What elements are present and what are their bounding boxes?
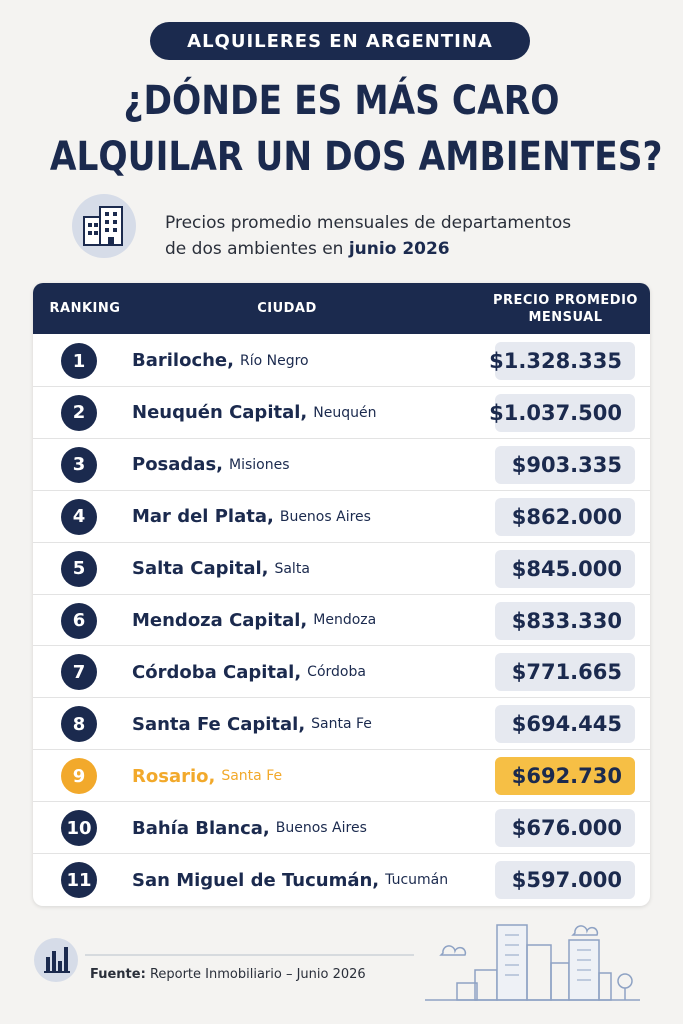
city-name: Posadas, bbox=[132, 454, 224, 476]
province-name: Río Negro bbox=[239, 352, 309, 369]
city-name: Bariloche, bbox=[132, 350, 234, 372]
price-cell: $1.037.500 bbox=[489, 393, 635, 432]
subtitle-line: Precios promedio mensuales de departamen… bbox=[165, 213, 572, 233]
rank-badge: 5 bbox=[61, 550, 97, 587]
price-cell: $833.330 bbox=[495, 601, 635, 640]
province-name: Neuquén bbox=[313, 404, 377, 421]
table-row: 11 San Miguel de Tucumán, Tucumán $597.000 bbox=[33, 854, 650, 906]
price-cell: $692.730 bbox=[495, 757, 635, 796]
column-header: RANKING bbox=[49, 301, 121, 316]
table-row: 2 Neuquén Capital, Neuquén $1.037.500 bbox=[33, 387, 650, 439]
city-cell: Mendoza Capital, Mendoza bbox=[132, 595, 376, 647]
province-name: Santa Fe bbox=[311, 716, 372, 733]
table-row: 8 Santa Fe Capital, Santa Fe $694.445 bbox=[33, 698, 650, 751]
column-header: CIUDAD bbox=[257, 301, 317, 316]
city-name: Mendoza Capital, bbox=[132, 609, 308, 631]
table-row: 5 Salta Capital, Salta $845.000 bbox=[33, 543, 650, 595]
rank-badge: 8 bbox=[61, 706, 97, 743]
rank-badge: 7 bbox=[61, 654, 97, 691]
title-line: ALQUILAR UN DOS AMBIENTES? bbox=[0, 134, 683, 180]
city-cell: Salta Capital, Salta bbox=[132, 543, 310, 595]
skyline bbox=[425, 924, 640, 1001]
city-cell: Rosario, Santa Fe bbox=[132, 750, 282, 802]
subtitle-line: de dos ambientes en junio 2026 bbox=[165, 236, 571, 262]
price-cell: $597.000 bbox=[495, 861, 635, 900]
province-name: Tucumán bbox=[385, 872, 449, 889]
price-cell: $1.328.335 bbox=[489, 342, 635, 380]
table-row: 1 Bariloche, Río Negro $1.328.335 bbox=[33, 335, 650, 387]
rank-badge: 11 bbox=[61, 862, 97, 899]
price-cell: $903.335 bbox=[495, 445, 635, 484]
rank-badge: 2 bbox=[61, 394, 97, 431]
province-name: Misiones bbox=[229, 456, 290, 473]
title-text: ALQUILAR UN DOS AMBIENTES? bbox=[49, 134, 663, 180]
table-header: RANKING CIUDAD PRECIO PROMEDIO MENSUAL bbox=[33, 283, 650, 334]
table-row: 3 Posadas, Misiones $903.335 bbox=[33, 439, 650, 491]
city-cell: Posadas, Misiones bbox=[132, 439, 290, 491]
rank-badge: 1 bbox=[61, 343, 97, 379]
city-cell: Neuquén Capital, Neuquén bbox=[132, 387, 376, 439]
building-icon bbox=[72, 194, 136, 258]
price-cell: $694.445 bbox=[495, 705, 635, 744]
footer-source: Reporte Inmobiliario – Junio 2026 bbox=[149, 967, 366, 982]
province-name: Salta bbox=[274, 560, 310, 577]
city-name: Córdoba Capital, bbox=[132, 661, 302, 683]
table-row: 7 Córdoba Capital, Córdoba $771.665 bbox=[33, 646, 650, 699]
price-cell: $862.000 bbox=[495, 497, 635, 536]
rank-badge: 6 bbox=[61, 602, 97, 639]
city-name: Bahía Blanca, bbox=[132, 817, 270, 839]
rank-badge: 10 bbox=[61, 810, 97, 847]
subtitle-emphasis: junio 2026 bbox=[348, 239, 450, 259]
city-name: Neuquén Capital, bbox=[132, 402, 308, 424]
price-cell: $845.000 bbox=[495, 549, 635, 588]
city-name: San Miguel de Tucumán, bbox=[132, 869, 380, 891]
subtitle-text: de dos ambientes en bbox=[165, 239, 344, 259]
rank-badge: 4 bbox=[61, 498, 97, 535]
city-name: Salta Capital, bbox=[132, 558, 269, 580]
subtitle: Precios promedio mensuales de departamen… bbox=[165, 210, 571, 262]
city-name: Rosario, bbox=[132, 765, 216, 787]
table-row: 4 Mar del Plata, Buenos Aires $862.000 bbox=[33, 491, 650, 543]
city-name: Santa Fe Capital, bbox=[132, 713, 306, 735]
rank-badge: 9 bbox=[61, 758, 97, 795]
ranking-table: RANKING CIUDAD PRECIO PROMEDIO MENSUAL 1… bbox=[33, 283, 650, 906]
table-row: 6 Mendoza Capital, Mendoza $833.330 bbox=[33, 595, 650, 647]
footer: Fuente: Reporte Inmobiliario – Junio 202… bbox=[90, 967, 366, 982]
city-cell: Bariloche, Río Negro bbox=[132, 335, 309, 387]
title-text: ¿DÓNDE ES MÁS CARO bbox=[123, 78, 560, 124]
city-cell: Mar del Plata, Buenos Aires bbox=[132, 491, 371, 543]
province-name: Santa Fe bbox=[221, 768, 283, 785]
price-cell: $676.000 bbox=[495, 809, 635, 848]
table-row: 9 Rosario, Santa Fe $692.730 bbox=[33, 750, 650, 803]
city-cell: Córdoba Capital, Córdoba bbox=[132, 646, 366, 698]
province-name: Mendoza bbox=[313, 612, 377, 629]
title-line: ¿DÓNDE ES MÁS CARO bbox=[0, 78, 683, 124]
city-cell: Bahía Blanca, Buenos Aires bbox=[132, 802, 367, 854]
footer-decor bbox=[34, 938, 414, 982]
rank-badge: 3 bbox=[61, 446, 97, 483]
price-cell: $771.665 bbox=[495, 653, 635, 692]
province-name: Buenos Aires bbox=[279, 508, 371, 525]
table-row: 10 Bahía Blanca, Buenos Aires $676.000 bbox=[33, 802, 650, 855]
city-cell: San Miguel de Tucumán, Tucumán bbox=[132, 854, 448, 906]
province-name: Córdoba bbox=[307, 664, 366, 681]
city-name: Mar del Plata, bbox=[132, 506, 274, 528]
province-name: Buenos Aires bbox=[275, 820, 367, 837]
footer-label: Fuente: bbox=[90, 967, 146, 982]
city-cell: Santa Fe Capital, Santa Fe bbox=[132, 698, 372, 750]
column-header: PRECIO PROMEDIO MENSUAL bbox=[493, 292, 638, 325]
badge: ALQUILERES EN ARGENTINA bbox=[150, 22, 530, 60]
